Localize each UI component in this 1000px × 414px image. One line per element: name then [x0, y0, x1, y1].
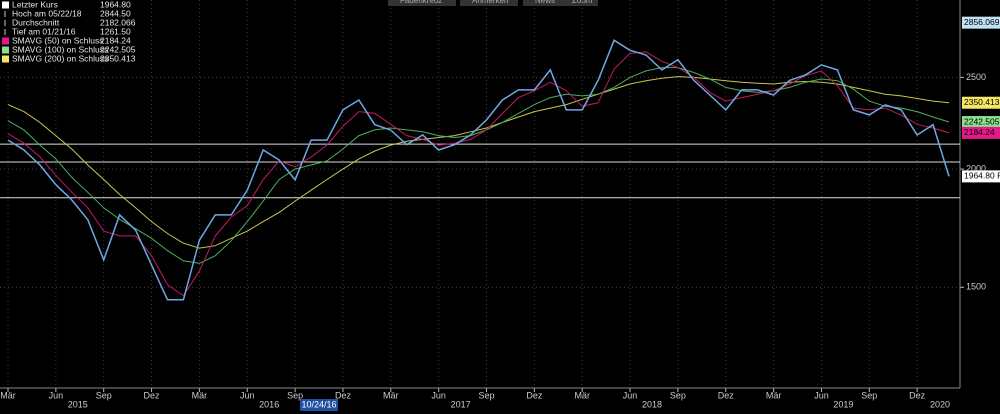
x-tick-label: Dez [909, 390, 926, 400]
value-tag-label: 2856.069 [964, 17, 1000, 27]
legend-value: 2844.50 [100, 8, 131, 18]
legend-label: Hoch am 05/22/18 [12, 8, 82, 18]
value-tag [962, 96, 1000, 109]
legend: Letzter Kurs 1964.80 Hoch am 05/22/18 2844.… [0, 0, 140, 66]
x-tick-label: Jun [814, 390, 829, 400]
series-line [7, 51, 950, 297]
legend-bg [0, 0, 140, 66]
year-label: 2017 [451, 399, 471, 409]
series-line [7, 67, 950, 264]
value-tag-label: 1964.80 RO [964, 171, 1000, 181]
legend-swatch [2, 46, 9, 54]
x-tick-label: Sep [287, 390, 303, 400]
legend-value: 1964.80 [100, 0, 131, 9]
x-tick-label: Sep [670, 390, 686, 400]
x-tick-label: Dez [526, 390, 543, 400]
series-line [7, 39, 950, 301]
toolbar-button[interactable] [388, 0, 456, 6]
toolbar-label: Fadenkreuz [400, 0, 442, 5]
legend-swatch [2, 55, 9, 63]
legend-swatch [2, 37, 9, 45]
x-tick-label: Mär [574, 390, 590, 400]
legend-value: 2184.24 [100, 35, 131, 45]
legend-swatch [2, 1, 9, 9]
x-tick-label: Mär [383, 390, 399, 400]
legend-value: 2350.413 [100, 53, 136, 63]
x-tick-label: Dez [144, 390, 161, 400]
x-tick-label: Jun [49, 390, 64, 400]
cursor-label-bg [300, 399, 338, 411]
value-tag [962, 170, 1000, 183]
toolbar-button[interactable] [523, 0, 561, 6]
legend-label: Durchschnitt [12, 17, 60, 27]
year-label: 2018 [642, 399, 662, 409]
y-tick-label: 1500 [966, 282, 986, 292]
x-tick-label: Mär [192, 390, 208, 400]
value-tag [962, 126, 1000, 139]
year-label: 2020 [930, 399, 950, 409]
value-tag [962, 16, 1000, 29]
cursor-label: 10/24/16 [301, 399, 336, 409]
toolbar-label: Anmerken [472, 0, 508, 5]
x-tick-label: Dez [718, 390, 735, 400]
year-label: 2015 [68, 399, 88, 409]
legend-label: Letzter Kurs [12, 0, 58, 9]
legend-value: 2242.505 [100, 44, 136, 54]
x-tick-label: Sep [96, 390, 112, 400]
y-tick-label: 2500 [966, 72, 986, 82]
year-label: 2019 [833, 399, 853, 409]
value-tag-label: 2184.24 [964, 127, 995, 137]
x-tick-label: Dez [335, 390, 352, 400]
legend-value: 1261.50 [100, 26, 131, 36]
legend-label: Tief am 01/21/16 [12, 26, 76, 36]
x-tick-label: Sep [478, 390, 494, 400]
legend-label: SMAVG (50) on Schluss [12, 35, 104, 45]
legend-label: SMAVG (100) on Schluss [12, 44, 108, 54]
value-tag [962, 116, 1000, 129]
legend-value: 2182.066 [100, 17, 136, 27]
x-tick-label: Jun [240, 390, 255, 400]
x-tick-label: Jun [431, 390, 446, 400]
year-label: 2016 [259, 399, 279, 409]
toolbar-label: News [535, 0, 555, 5]
toolbar-button[interactable] [460, 0, 518, 6]
toolbar-button[interactable] [560, 0, 598, 6]
legend-label: SMAVG (200) on Schluss [12, 53, 108, 63]
x-tick-label: Sep [861, 390, 877, 400]
x-tick-label: Mär [0, 390, 16, 400]
x-tick-label: Mär [766, 390, 782, 400]
toolbar-label: Zoom [572, 0, 593, 5]
value-tag-label: 2242.505 [964, 116, 1000, 126]
value-tag-label: 2350.413 [964, 97, 1000, 107]
x-tick-label: Jun [623, 390, 638, 400]
y-tick-label: 2000 [966, 163, 986, 173]
